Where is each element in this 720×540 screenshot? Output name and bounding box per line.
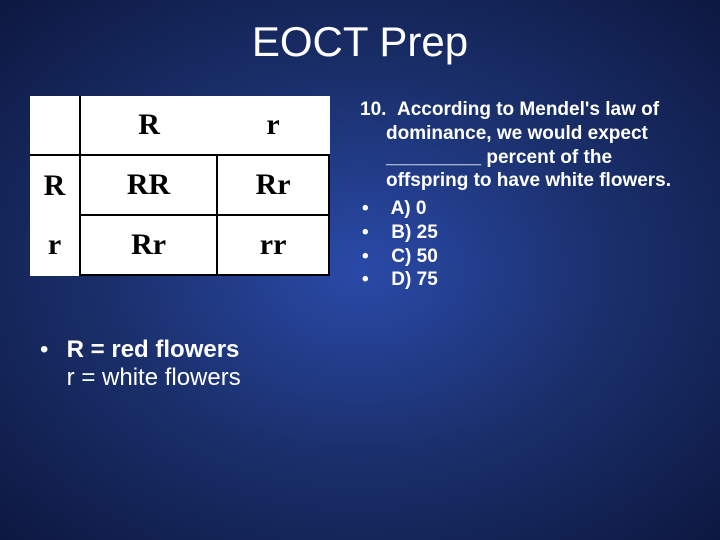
bullet-icon: • bbox=[374, 245, 386, 269]
bullet-icon: • bbox=[374, 268, 386, 292]
punnett-cell: rr bbox=[217, 215, 329, 275]
option-a: • A) 0 bbox=[360, 197, 690, 221]
punnett-col-header: r bbox=[217, 96, 329, 155]
punnett-cell: Rr bbox=[217, 155, 329, 215]
punnett-row-header: R bbox=[30, 155, 80, 215]
option-c: • C) 50 bbox=[360, 245, 690, 269]
punnett-col-header: R bbox=[80, 96, 217, 155]
option-b: • B) 25 bbox=[360, 221, 690, 245]
content-area: R r R RR Rr r Rr rr bbox=[0, 96, 720, 392]
bullet-icon: • bbox=[374, 197, 386, 221]
bullet-icon: • bbox=[40, 336, 60, 364]
page-title: EOCT Prep bbox=[0, 0, 720, 96]
legend-line: r = white flowers bbox=[67, 364, 241, 391]
question-block: 10. According to Mendel's law of dominan… bbox=[360, 98, 690, 292]
question-text: 10. According to Mendel's law of dominan… bbox=[360, 98, 690, 193]
punnett-cell: Rr bbox=[80, 215, 217, 275]
legend: • R = red flowers r = white flowers bbox=[30, 336, 340, 392]
legend-line: R = red flowers bbox=[67, 336, 240, 363]
right-column: 10. According to Mendel's law of dominan… bbox=[340, 96, 690, 392]
punnett-row-header: r bbox=[30, 215, 80, 275]
bullet-icon: • bbox=[374, 221, 386, 245]
punnett-cell: RR bbox=[80, 155, 217, 215]
punnett-square: R r R RR Rr r Rr rr bbox=[30, 96, 330, 276]
left-column: R r R RR Rr r Rr rr bbox=[30, 96, 340, 392]
punnett-corner bbox=[30, 96, 80, 155]
option-d: • D) 75 bbox=[360, 268, 690, 292]
